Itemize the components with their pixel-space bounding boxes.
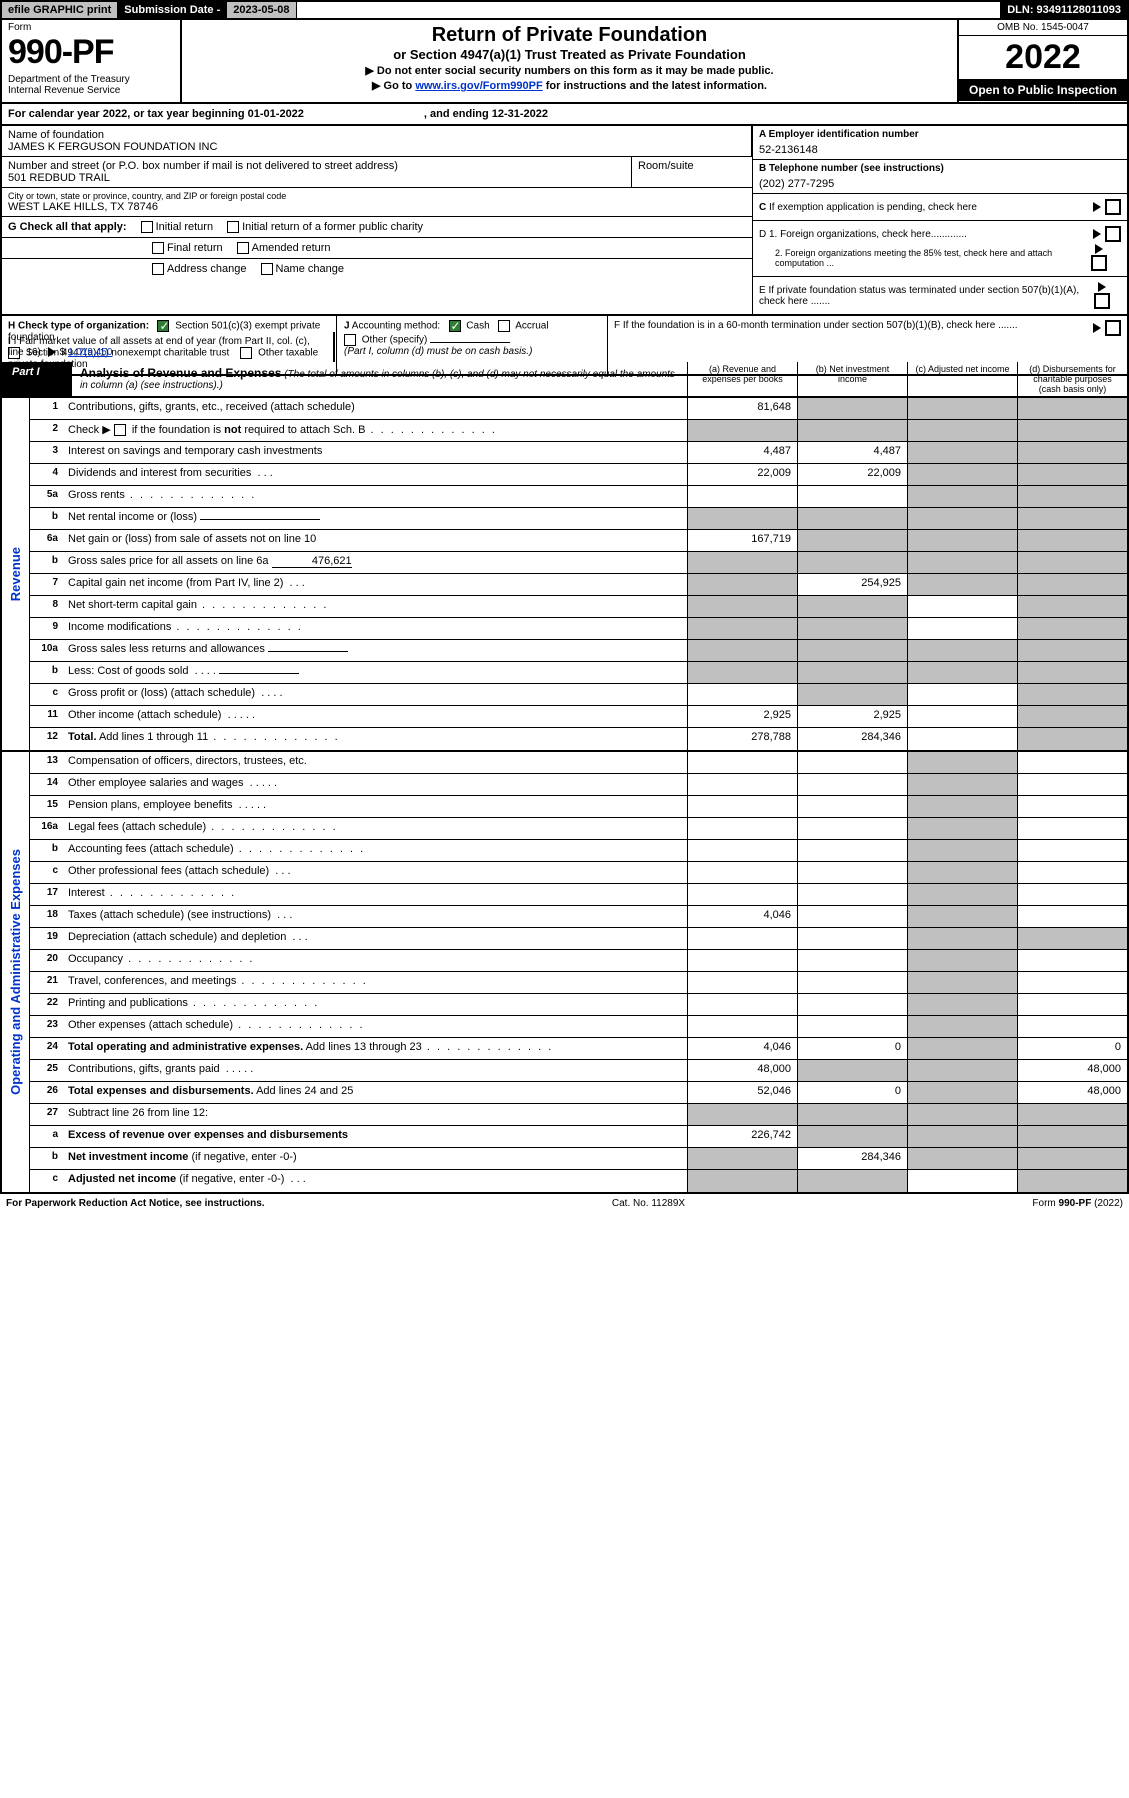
- efile-print-button[interactable]: efile GRAPHIC print: [2, 2, 118, 18]
- cb-501c3[interactable]: [157, 320, 169, 332]
- g-label: G Check all that apply:: [8, 221, 127, 233]
- ein-value: 52-2136148: [759, 144, 1121, 156]
- tel-value: (202) 277-7295: [759, 178, 1121, 190]
- fmv-value[interactable]: 1,019,450: [68, 347, 113, 358]
- dept-text: Department of the TreasuryInternal Reven…: [8, 74, 174, 96]
- cal-year-begin: For calendar year 2022, or tax year begi…: [8, 108, 304, 120]
- submission-label: Submission Date -: [118, 2, 227, 18]
- top-bar: efile GRAPHIC print Submission Date - 20…: [0, 0, 1129, 20]
- cb-address-change[interactable]: [152, 263, 164, 275]
- revenue-side-label: Revenue: [8, 547, 23, 601]
- col-a-hdr: (a) Revenue and expenses per books: [687, 362, 797, 396]
- section-g: G Check all that apply: Initial return I…: [2, 217, 752, 238]
- arrow-icon: [1095, 244, 1103, 254]
- cb-amended[interactable]: [237, 242, 249, 254]
- ein-label: A Employer identification number: [759, 129, 919, 140]
- j-note: (Part I, column (d) must be on cash basi…: [344, 346, 601, 357]
- col-b-hdr: (b) Net investment income: [797, 362, 907, 396]
- form-header: Form 990-PF Department of the TreasuryIn…: [0, 20, 1129, 104]
- name-label: Name of foundation: [8, 129, 745, 141]
- cal-year-end: , and ending 12-31-2022: [424, 108, 548, 120]
- arrow-icon: [48, 347, 56, 357]
- cb-final-return[interactable]: [152, 242, 164, 254]
- d1-label: D 1. Foreign organizations, check here..…: [759, 229, 967, 240]
- f-label: F If the foundation is in a 60-month ter…: [614, 320, 1018, 336]
- footer-left: For Paperwork Reduction Act Notice, see …: [6, 1198, 265, 1209]
- city-label: City or town, state or province, country…: [8, 191, 746, 201]
- cb-c[interactable]: [1105, 199, 1121, 215]
- cb-cash[interactable]: [449, 320, 461, 332]
- part-label: Part I: [2, 362, 72, 396]
- column-headers: (a) Revenue and expenses per books (b) N…: [687, 362, 1127, 396]
- form-subtitle: or Section 4947(a)(1) Trust Treated as P…: [190, 47, 949, 62]
- cb-accrual[interactable]: [498, 320, 510, 332]
- open-inspection: Open to Public Inspection: [959, 79, 1127, 101]
- cb-d1[interactable]: [1105, 226, 1121, 242]
- cb-sch-b[interactable]: [114, 424, 126, 436]
- cb-other-method[interactable]: [344, 334, 356, 346]
- form-word: Form: [8, 22, 174, 33]
- foundation-name: JAMES K FERGUSON FOUNDATION INC: [8, 141, 745, 153]
- arrow-icon: [1093, 323, 1101, 333]
- form-title: Return of Private Foundation: [190, 24, 949, 47]
- submission-date: 2023-05-08: [227, 2, 296, 18]
- part-title: Analysis of Revenue and Expenses: [80, 366, 281, 380]
- h-label: H Check type of organization:: [8, 321, 149, 332]
- instruction-1: ▶ Do not enter social security numbers o…: [190, 64, 949, 77]
- omb-number: OMB No. 1545-0047: [959, 20, 1127, 36]
- cb-initial-former[interactable]: [227, 221, 239, 233]
- cb-f[interactable]: [1105, 320, 1121, 336]
- form-id-box: Form 990-PF Department of the TreasuryIn…: [2, 20, 182, 102]
- e-label: E If private foundation status was termi…: [759, 285, 1094, 307]
- tax-year: 2022: [959, 36, 1127, 79]
- c-label: If exemption application is pending, che…: [769, 202, 977, 213]
- expenses-table: Operating and Administrative Expenses 13…: [0, 752, 1129, 1194]
- col-d-hdr: (d) Disbursements for charitable purpose…: [1017, 362, 1127, 396]
- cb-e[interactable]: [1094, 293, 1110, 309]
- dln-label: DLN: 93491128011093: [1001, 2, 1127, 18]
- entity-info: Name of foundation JAMES K FERGUSON FOUN…: [0, 126, 1129, 316]
- expenses-side-label: Operating and Administrative Expenses: [8, 849, 23, 1095]
- footer-mid: Cat. No. 11289X: [612, 1198, 685, 1209]
- year-box: OMB No. 1545-0047 2022 Open to Public In…: [957, 20, 1127, 102]
- title-box: Return of Private Foundation or Section …: [182, 20, 957, 102]
- arrow-icon: [1093, 229, 1101, 239]
- cb-initial-return[interactable]: [141, 221, 153, 233]
- col-c-hdr: (c) Adjusted net income: [907, 362, 1017, 396]
- room-label: Room/suite: [638, 160, 746, 172]
- arrow-icon: [1098, 282, 1106, 292]
- form-link[interactable]: www.irs.gov/Form990PF: [415, 80, 542, 92]
- revenue-table: Revenue 1Contributions, gifts, grants, e…: [0, 398, 1129, 752]
- page-footer: For Paperwork Reduction Act Notice, see …: [0, 1194, 1129, 1213]
- footer-right: Form 990-PF (2022): [1032, 1198, 1123, 1209]
- cb-d2[interactable]: [1091, 255, 1107, 271]
- form-number: 990-PF: [8, 33, 174, 72]
- part-1-header: Part I Analysis of Revenue and Expenses …: [0, 362, 1129, 398]
- street-address: 501 REDBUD TRAIL: [8, 172, 625, 184]
- arrow-icon: [1093, 202, 1101, 212]
- calendar-year-row: For calendar year 2022, or tax year begi…: [0, 104, 1129, 126]
- city-value: WEST LAKE HILLS, TX 78746: [8, 201, 746, 213]
- addr-label: Number and street (or P.O. box number if…: [8, 160, 625, 172]
- cb-name-change[interactable]: [261, 263, 273, 275]
- d2-label: 2. Foreign organizations meeting the 85%…: [759, 248, 1091, 268]
- tel-label: B Telephone number (see instructions): [759, 163, 944, 174]
- topbar-spacer: [297, 2, 1002, 18]
- instruction-2: ▶ Go to www.irs.gov/Form990PF for instru…: [190, 79, 949, 92]
